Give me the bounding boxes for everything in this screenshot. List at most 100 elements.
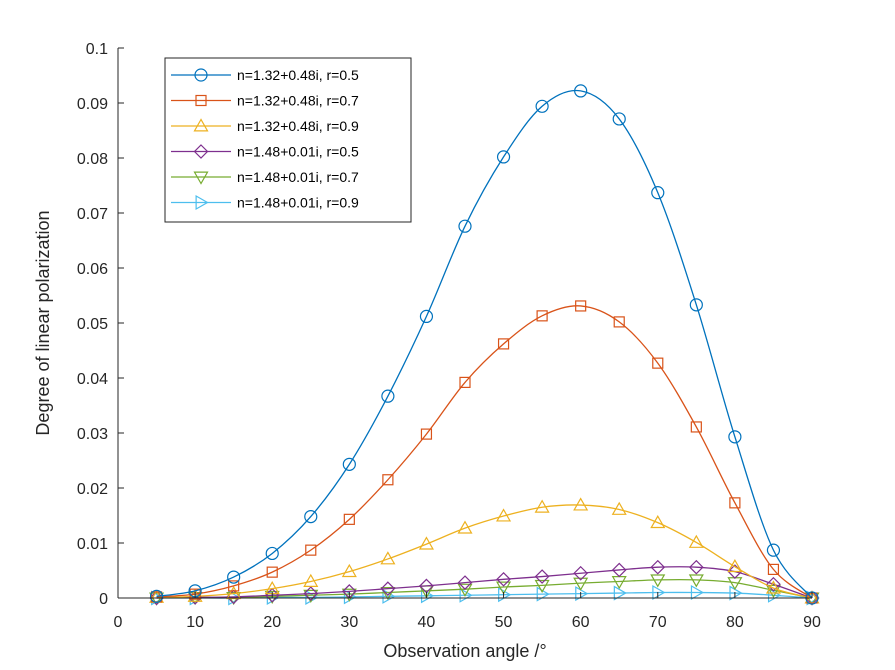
legend-label: n=1.32+0.48i, r=0.5: [237, 67, 359, 83]
data-point-marker: [574, 84, 588, 98]
y-tick-label: 0.02: [77, 481, 108, 498]
data-point-marker: [688, 574, 704, 588]
data-point-marker: [342, 457, 356, 471]
data-point-marker: [611, 501, 627, 515]
data-point-marker: [535, 99, 549, 113]
data-point-marker: [149, 589, 164, 603]
x-tick-label: 10: [186, 614, 204, 631]
data-point-marker: [573, 565, 589, 581]
data-point-marker: [341, 563, 357, 578]
data-point-marker: [382, 474, 394, 486]
x-axis-label: Observation angle /°: [383, 641, 546, 661]
data-point-marker: [767, 563, 780, 576]
series-line: [156, 89, 813, 599]
data-point-marker: [573, 577, 589, 591]
series-line: [156, 504, 813, 599]
data-point-marker: [343, 513, 355, 525]
data-point-marker: [650, 514, 666, 529]
y-axis-label: Degree of linear polarization: [33, 210, 53, 435]
y-tick-label: 0.08: [77, 151, 108, 168]
data-point-marker: [534, 499, 550, 513]
y-tick-label: 0.06: [77, 261, 108, 278]
data-point-marker: [228, 580, 240, 592]
legend-entry: n=1.48+0.01i, r=0.7: [171, 169, 359, 185]
x-tick-label: 60: [572, 614, 590, 631]
data-point-marker: [766, 576, 781, 592]
data-point-marker: [651, 186, 665, 200]
data-point-marker: [380, 581, 396, 596]
legend-entry: n=1.32+0.48i, r=0.9: [171, 118, 359, 134]
data-point-marker: [419, 309, 434, 323]
data-point-marker: [459, 376, 471, 388]
legend-marker: [193, 144, 209, 159]
legend-label: n=1.32+0.48i, r=0.9: [237, 118, 359, 134]
legend-marker: [195, 194, 209, 211]
data-point-marker: [381, 389, 395, 403]
legend-label: n=1.48+0.01i, r=0.5: [237, 144, 359, 160]
x-tick-label: 50: [495, 614, 513, 631]
x-tick-label: 40: [418, 614, 436, 631]
y-tick-label: 0.07: [77, 206, 108, 223]
data-point-marker: [690, 584, 705, 601]
series-line: [156, 305, 813, 599]
x-tick-label: 20: [263, 614, 281, 631]
data-point-marker: [496, 571, 511, 587]
legend: n=1.32+0.48i, r=0.5 n=1.32+0.48i, r=0.7 n=…: [164, 57, 412, 223]
data-point-marker: [575, 300, 587, 312]
data-point-marker: [652, 584, 666, 601]
data-point-marker: [497, 338, 510, 350]
data-point-marker: [264, 590, 280, 605]
data-point-marker: [613, 316, 625, 328]
data-point-marker: [496, 150, 511, 164]
legend-box: [164, 57, 412, 223]
data-point-marker: [728, 430, 742, 444]
data-point-marker: [765, 584, 781, 599]
data-point-marker: [688, 559, 704, 575]
data-point-marker: [613, 585, 627, 601]
data-point-marker: [534, 569, 550, 584]
data-point-marker: [534, 579, 550, 594]
data-point-marker: [380, 551, 396, 565]
data-point-marker: [765, 580, 781, 594]
data-point-marker: [727, 558, 743, 573]
data-point-marker: [418, 536, 434, 550]
y-tick-label: 0.1: [86, 41, 108, 58]
data-point-marker: [457, 583, 473, 597]
data-point-marker: [690, 421, 702, 433]
y-tick-label: 0: [99, 591, 108, 608]
x-tick-label: 90: [803, 614, 821, 631]
legend-label: n=1.48+0.01i, r=0.7: [237, 169, 359, 185]
legend-marker: [193, 118, 209, 132]
legend-marker: [194, 68, 208, 82]
data-point-marker: [266, 566, 278, 578]
legend-label: n=1.32+0.48i, r=0.7: [237, 93, 359, 109]
y-tick-label: 0.09: [77, 96, 108, 113]
x-tick-label: 70: [649, 614, 667, 631]
legend-marker: [195, 94, 207, 107]
data-point-marker: [652, 357, 664, 369]
data-point-marker: [227, 570, 241, 584]
x-tick-label: 0: [114, 614, 123, 631]
y-tick-label: 0.03: [77, 426, 108, 443]
data-point-marker: [688, 534, 704, 548]
data-point-marker: [729, 497, 741, 509]
series-group: [149, 497, 820, 604]
data-point-marker: [305, 544, 317, 556]
data-point-marker: [265, 546, 279, 561]
data-point-marker: [304, 509, 318, 524]
series-group: [149, 84, 819, 605]
data-point-marker: [496, 508, 512, 522]
x-tick-label: 30: [340, 614, 358, 631]
legend-entry: n=1.48+0.01i, r=0.9: [171, 195, 359, 211]
legend-marker: [193, 171, 209, 185]
data-point-marker: [496, 581, 512, 595]
data-point-marker: [766, 543, 781, 557]
y-tick-label: 0.04: [77, 371, 108, 388]
y-tick-label: 0.05: [77, 316, 108, 333]
data-point-marker: [612, 112, 626, 126]
data-point-marker: [380, 587, 396, 601]
data-point-marker: [420, 428, 433, 440]
data-point-marker: [536, 310, 548, 322]
